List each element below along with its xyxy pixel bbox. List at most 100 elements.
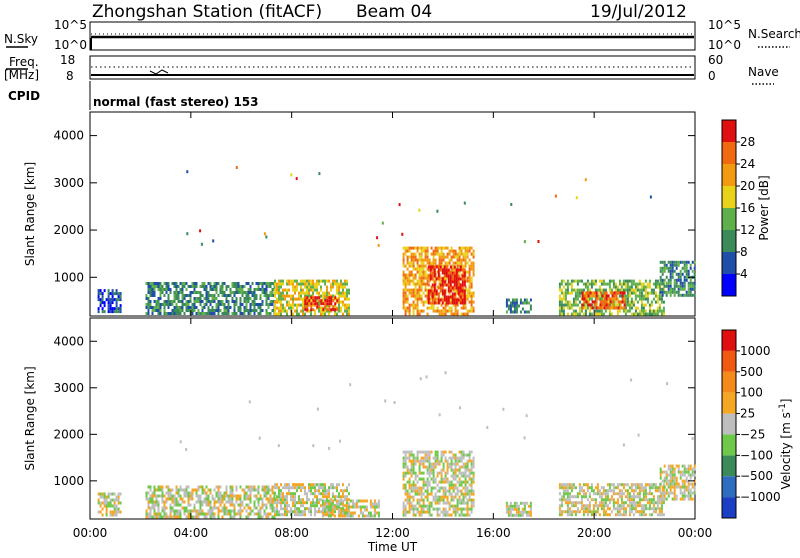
echo-cell xyxy=(269,503,272,507)
echo-cell xyxy=(685,470,688,474)
echo-cell xyxy=(458,249,461,253)
echo-cell xyxy=(255,494,258,498)
echo-cell xyxy=(671,485,674,489)
echo-cell xyxy=(324,299,327,303)
echo-cell xyxy=(636,300,639,304)
echo-cell xyxy=(288,294,290,298)
echo-cell xyxy=(406,489,409,493)
echo-cell xyxy=(147,491,150,495)
echo-cell xyxy=(687,287,690,291)
echo-cell xyxy=(304,285,306,289)
echo-cell xyxy=(468,285,471,289)
echo-cell xyxy=(259,312,262,315)
echo-cell xyxy=(175,488,178,492)
echo-cell xyxy=(440,255,443,259)
echo-cell xyxy=(624,279,627,283)
echo-cell xyxy=(466,255,469,259)
echo-cell xyxy=(420,249,423,253)
echo-cell xyxy=(175,303,178,306)
echo-cell xyxy=(616,297,619,301)
echo-cell xyxy=(420,513,423,517)
echo-cell xyxy=(410,294,413,298)
echo-cell xyxy=(259,282,262,285)
echo-cell xyxy=(422,486,425,490)
echo-cell xyxy=(314,504,316,508)
echo-cell xyxy=(616,498,619,502)
echo-cell xyxy=(440,309,443,313)
echo-cell xyxy=(447,274,450,278)
echo-cell xyxy=(308,294,310,298)
echo-cell xyxy=(149,500,152,504)
echo-cell xyxy=(300,504,302,508)
echo-cell xyxy=(453,283,456,287)
echo-cell xyxy=(221,312,224,315)
echo-cell xyxy=(416,306,419,310)
echo-cell xyxy=(179,485,182,489)
echo-cell xyxy=(667,278,670,282)
echo-cell xyxy=(97,298,100,302)
echo-cell xyxy=(408,312,411,316)
echo-cell xyxy=(217,506,220,510)
echo-cell xyxy=(330,294,332,298)
echo-cell xyxy=(648,303,651,307)
echo-cell xyxy=(441,286,444,290)
echo-cell xyxy=(255,309,258,312)
echo-cell xyxy=(446,480,449,484)
echo-cell xyxy=(235,282,238,285)
echo-cell xyxy=(147,291,150,294)
echo-cell xyxy=(604,513,607,517)
echo-cell xyxy=(267,297,270,300)
echo-cell xyxy=(233,512,236,516)
echo-cell xyxy=(505,501,508,505)
echo-cell xyxy=(442,501,445,505)
echo-cell xyxy=(456,261,459,265)
echo-cell xyxy=(560,483,563,487)
echo-cell xyxy=(466,261,469,265)
echo-cell xyxy=(424,510,427,514)
echo-cell xyxy=(111,301,114,305)
echo-cell xyxy=(418,312,421,316)
echo-cell xyxy=(470,498,473,502)
echo-cell xyxy=(654,486,657,490)
echo-cell xyxy=(594,282,597,286)
echo-cell xyxy=(428,513,431,517)
echo-cell xyxy=(568,483,571,487)
echo-cell xyxy=(207,509,210,513)
echo-cell xyxy=(225,488,228,492)
echo-cell xyxy=(183,494,186,498)
echo-cell xyxy=(278,309,280,313)
echo-cell xyxy=(402,501,405,505)
echo-cell xyxy=(656,486,659,490)
echo-cell xyxy=(416,480,419,484)
echo-cell xyxy=(560,303,563,307)
nsky-label: N.Sky xyxy=(4,32,38,46)
echo-cell xyxy=(217,500,220,504)
echo-cell xyxy=(450,462,453,466)
echo-cell xyxy=(667,290,670,294)
echo-cell xyxy=(322,302,325,306)
echo-cell xyxy=(605,291,608,295)
echo-cell xyxy=(348,306,350,310)
echo-cell xyxy=(505,504,508,508)
echo-cell xyxy=(113,501,116,505)
echo-cell xyxy=(225,512,228,516)
echo-cell xyxy=(595,300,598,304)
echo-cell xyxy=(302,498,304,502)
echo-cell xyxy=(620,495,623,499)
echo-cell xyxy=(604,492,607,496)
echo-cell xyxy=(598,288,601,292)
echo-cell xyxy=(507,504,510,508)
echo-cell xyxy=(458,477,461,481)
echo-cell xyxy=(677,263,680,267)
echo-cell xyxy=(634,291,637,295)
echo-cell xyxy=(638,489,641,493)
echo-cell xyxy=(338,282,340,286)
echo-cell xyxy=(412,267,415,271)
echo-cell xyxy=(247,485,250,489)
echo-cell xyxy=(610,483,613,487)
echo-cell xyxy=(566,483,569,487)
echo-cell xyxy=(683,473,686,477)
echo-cell xyxy=(665,476,668,480)
echo-cell xyxy=(611,294,614,298)
echo-cell xyxy=(416,312,419,316)
